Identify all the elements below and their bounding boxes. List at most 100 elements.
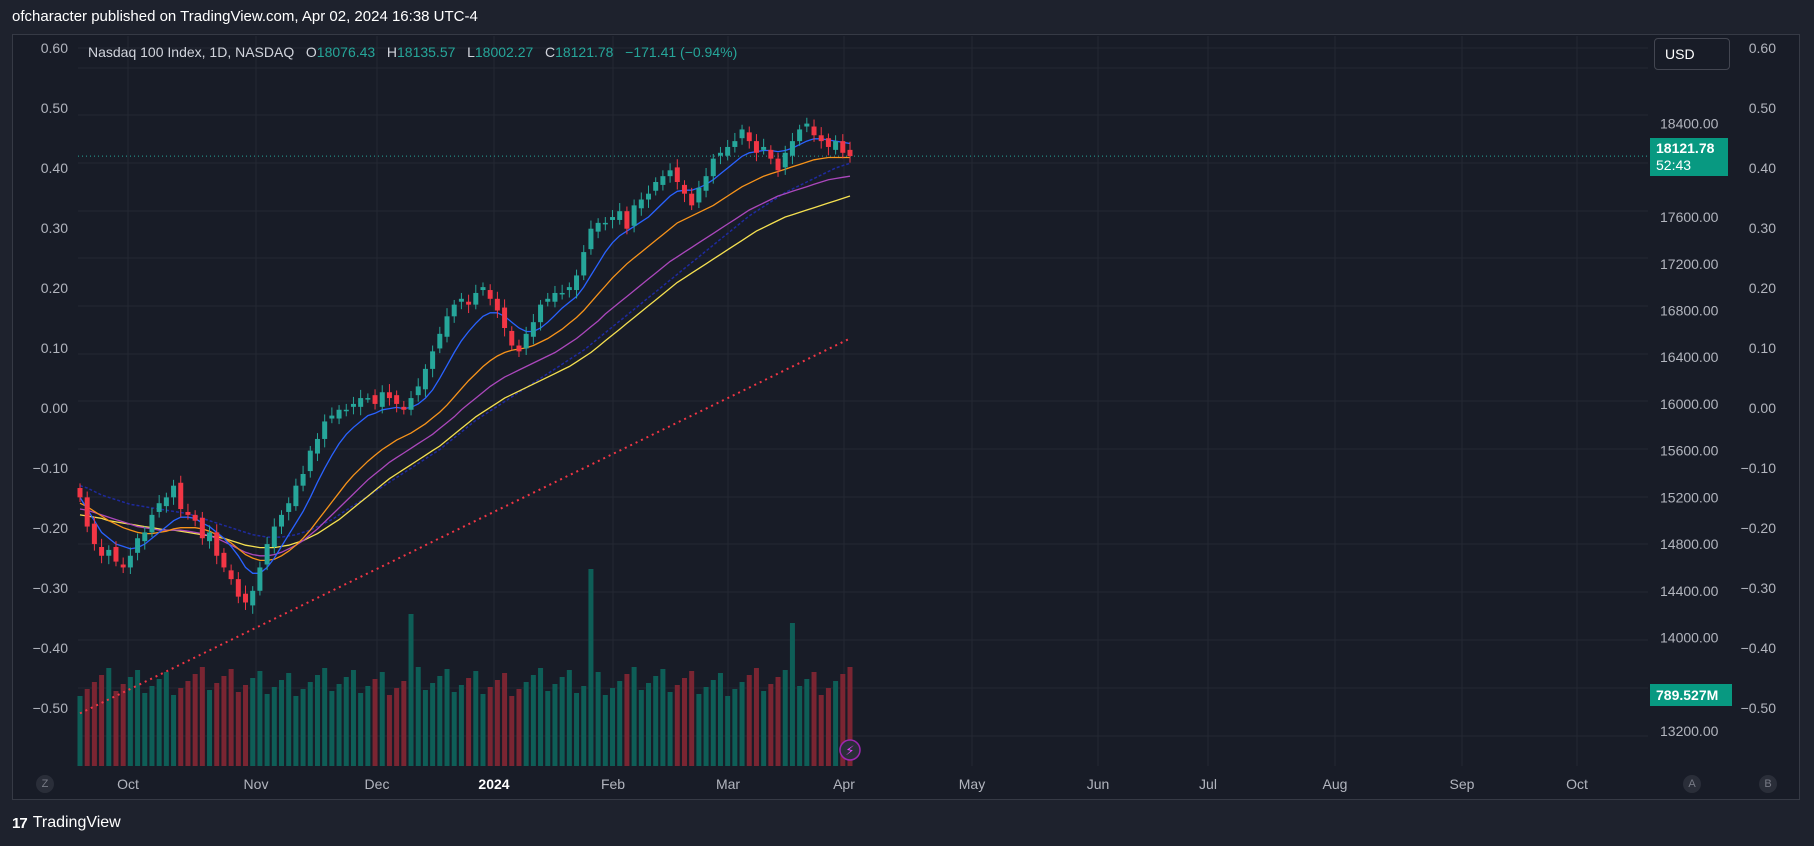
candle-body bbox=[775, 158, 781, 171]
candle-body bbox=[696, 187, 702, 203]
publisher-header: ofcharacter published on TradingView.com… bbox=[12, 8, 478, 25]
currency-button[interactable]: USD bbox=[1654, 38, 1730, 70]
volume-bar bbox=[753, 668, 759, 766]
price-axis-label: 16800.00 bbox=[1660, 302, 1719, 318]
chart-frame[interactable] bbox=[12, 34, 1800, 800]
candle-body bbox=[566, 287, 572, 291]
volume-bar bbox=[120, 684, 126, 766]
x-tick-label: Jul bbox=[1199, 776, 1217, 792]
far-right-axis-label: −0.50 bbox=[1741, 700, 1777, 716]
volume-bar bbox=[221, 676, 227, 766]
legend-open-label: O bbox=[305, 44, 317, 60]
volume-bar bbox=[336, 684, 342, 766]
candle-body bbox=[365, 398, 371, 400]
volume-bar bbox=[466, 678, 472, 766]
tradingview-logo[interactable]: 17 TradingView bbox=[12, 814, 121, 832]
candle-body bbox=[631, 205, 637, 226]
volume-bar bbox=[703, 687, 709, 766]
candle-body bbox=[818, 135, 824, 142]
scale-z-button[interactable]: Z bbox=[36, 775, 54, 793]
volume-bar bbox=[192, 674, 198, 766]
volume-bar bbox=[106, 668, 112, 766]
volume-bar bbox=[667, 692, 673, 766]
far-right-axis-label: 0.00 bbox=[1749, 400, 1776, 416]
candle-body bbox=[847, 149, 853, 157]
far-right-axis-label: 0.60 bbox=[1749, 40, 1776, 56]
candle-body bbox=[379, 392, 385, 407]
volume-bar bbox=[142, 693, 148, 766]
ma-orange-line bbox=[79, 156, 850, 562]
tradingview-logo-icon: 17 bbox=[12, 814, 28, 832]
volume-bar bbox=[91, 682, 97, 766]
volume-bar bbox=[422, 690, 428, 766]
volume-bar bbox=[250, 678, 256, 766]
legend-high-value: 18135.57 bbox=[397, 44, 456, 60]
candle-body bbox=[574, 275, 580, 291]
candle-body bbox=[314, 438, 320, 454]
candle-body bbox=[545, 298, 551, 302]
ma-purple-line bbox=[79, 175, 851, 557]
x-tick-label: Sep bbox=[1450, 776, 1475, 792]
x-tick-label: 2024 bbox=[478, 776, 509, 792]
candle-body bbox=[437, 333, 443, 349]
volume-bar bbox=[833, 681, 839, 766]
volume-bar bbox=[581, 686, 587, 766]
scale-b-button[interactable]: B bbox=[1759, 775, 1777, 793]
candle-body bbox=[746, 132, 752, 142]
candle-body bbox=[156, 503, 162, 512]
candle-body bbox=[732, 141, 738, 147]
volume-bar bbox=[149, 686, 155, 766]
volume-bar bbox=[588, 569, 594, 766]
volume-bar bbox=[394, 688, 400, 766]
candle-body bbox=[77, 488, 83, 498]
candle-body bbox=[207, 532, 213, 542]
volume-bar bbox=[372, 679, 378, 766]
left-axis-label: 0.00 bbox=[41, 400, 68, 416]
volume-bar bbox=[710, 680, 716, 766]
candle-body bbox=[833, 141, 839, 150]
volume-bar bbox=[674, 685, 680, 766]
price-axis-label: 16000.00 bbox=[1660, 396, 1719, 412]
candle-body bbox=[329, 415, 335, 419]
volume-bar bbox=[185, 681, 191, 766]
volume-bar bbox=[631, 667, 637, 766]
x-tick-label: May bbox=[959, 776, 985, 792]
candle-body bbox=[768, 149, 774, 159]
lightning-icon bbox=[839, 739, 861, 761]
volume-bar bbox=[818, 695, 824, 766]
volume-bar bbox=[113, 691, 119, 766]
volume-bar bbox=[99, 675, 105, 766]
lightning-glyph: ⚡ bbox=[845, 744, 854, 759]
candle-body bbox=[610, 217, 616, 220]
volume-bar bbox=[408, 614, 414, 766]
candle-body bbox=[120, 564, 126, 568]
legend-low-value: 18002.27 bbox=[474, 44, 534, 60]
legend-close-value: 18121.78 bbox=[555, 44, 614, 60]
volume-bar bbox=[350, 670, 356, 766]
candle-body bbox=[228, 570, 234, 580]
price-axis-label: 14000.00 bbox=[1660, 630, 1719, 646]
candle-body bbox=[372, 395, 378, 404]
far-right-axis-label: −0.10 bbox=[1741, 460, 1777, 476]
ohlc-legend[interactable]: Nasdaq 100 Index, 1D, NASDAQ O18076.43 H… bbox=[88, 44, 737, 60]
candle-body bbox=[91, 523, 97, 545]
volume-bar bbox=[365, 686, 371, 766]
volume-bar bbox=[538, 668, 544, 766]
volume-bar bbox=[717, 673, 723, 766]
volume-bar bbox=[494, 680, 500, 766]
x-tick-label: Mar bbox=[716, 776, 740, 792]
candle-body bbox=[494, 298, 500, 311]
candle-body bbox=[487, 290, 493, 299]
far-right-axis-label: 0.20 bbox=[1749, 280, 1776, 296]
candle-body bbox=[646, 193, 652, 200]
candle-body bbox=[149, 514, 155, 533]
volume-bar bbox=[307, 682, 313, 766]
auto-scale-button[interactable]: A bbox=[1683, 775, 1701, 793]
price-axis-label: 14800.00 bbox=[1660, 536, 1719, 552]
candle-body bbox=[264, 544, 270, 565]
candle-body bbox=[199, 517, 205, 539]
volume-bar bbox=[530, 675, 536, 766]
left-axis-label: −0.30 bbox=[33, 580, 69, 596]
candle-body bbox=[422, 368, 428, 390]
